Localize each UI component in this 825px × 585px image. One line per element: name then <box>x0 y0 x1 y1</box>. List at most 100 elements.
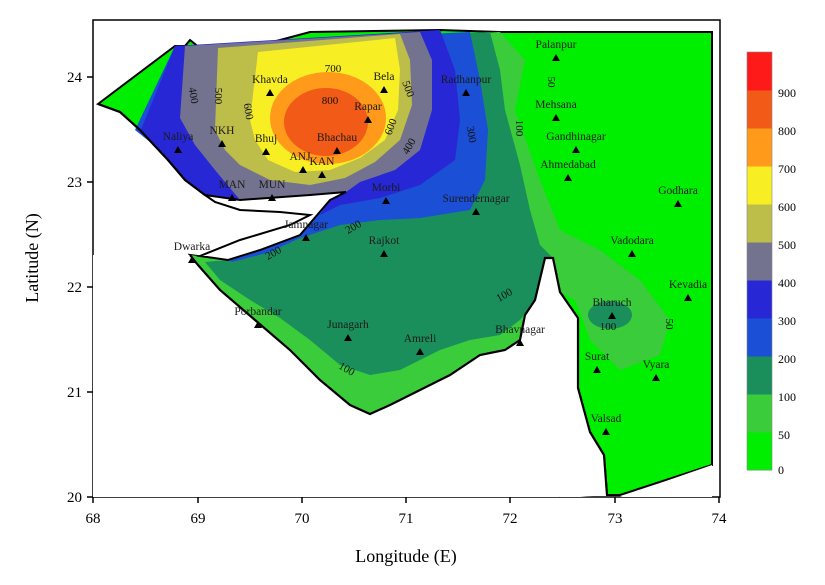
station-label: Bhavnagar <box>495 324 545 336</box>
contour-label: 300 <box>464 125 479 144</box>
station-marker <box>628 250 636 257</box>
station-marker <box>380 250 388 257</box>
station-label: Godhara <box>658 185 698 197</box>
contour-label: 100 <box>513 120 525 137</box>
x-tick-label: 73 <box>608 511 623 527</box>
station-label: Bela <box>373 71 394 83</box>
arabian-sea <box>93 255 560 497</box>
station-marker <box>564 174 572 181</box>
color-legend: 0 50 100 200 300 400 500 600 700 800 900 <box>746 51 796 477</box>
gujarat-zones <box>93 28 713 497</box>
contour-label: 100 <box>600 321 617 333</box>
contour-label: 600 <box>241 102 256 121</box>
x-tick-label: 69 <box>191 511 206 527</box>
x-tick-label: 74 <box>712 511 728 527</box>
station-label: Ahmedabad <box>540 159 596 171</box>
station-marker <box>684 294 692 301</box>
station-label: Valsad <box>591 413 622 425</box>
gulf-of-kachchh <box>196 191 347 262</box>
station-label: Bhuj <box>255 133 277 145</box>
station-marker <box>416 348 424 355</box>
legend-level-label: 900 <box>778 86 796 100</box>
legend-swatch <box>747 204 772 243</box>
y-tick-label: 24 <box>67 70 83 86</box>
outside-region <box>620 465 712 497</box>
coastline <box>189 254 609 496</box>
legend-level-label: 400 <box>778 276 796 290</box>
station-label: Bhachau <box>317 132 357 144</box>
legend-level-label: 300 <box>778 314 796 328</box>
station-marker <box>268 194 276 201</box>
station-marker <box>593 366 601 373</box>
station-label: Naliya <box>163 131 194 143</box>
station-marker <box>302 234 310 241</box>
legend-frame <box>746 51 773 471</box>
x-axis-title: Longitude (E) <box>355 546 456 567</box>
zone-800-900 <box>284 88 368 156</box>
station-marker <box>299 166 307 173</box>
station-label: Porbandar <box>234 306 281 318</box>
legend-swatch <box>747 356 772 395</box>
station-marker <box>318 171 326 178</box>
station-label: MAN <box>219 179 247 191</box>
contour-label: 700 <box>325 63 342 75</box>
station-label: Rajkot <box>369 235 400 247</box>
station-marker <box>174 146 182 153</box>
station-markers: Palanpur Bela Khavda Radhanpur Mehsana Rapar N… <box>163 39 707 435</box>
x-tick-label: 70 <box>295 511 310 527</box>
station-label: Rapar <box>354 101 382 113</box>
station-marker <box>188 256 196 263</box>
y-axis: 20 21 22 23 24 <box>67 70 93 506</box>
legend-level-label: 500 <box>778 238 796 252</box>
station-label: Mehsana <box>535 99 577 111</box>
x-tick-label: 72 <box>503 511 518 527</box>
legend-swatch <box>747 90 772 129</box>
station-label: Vyara <box>643 359 670 371</box>
contour-label: 500 <box>399 79 416 99</box>
contour-label: 400 <box>186 86 201 105</box>
station-label: Jamnagar <box>284 219 328 231</box>
station-label: Palanpur <box>536 39 577 51</box>
legend-level-label: 800 <box>778 124 796 138</box>
station-marker <box>516 339 524 346</box>
legend-level-label: 100 <box>778 390 796 404</box>
y-tick-label: 20 <box>67 490 82 506</box>
kutch-coastline <box>97 102 206 196</box>
y-axis-title: Latitude (N) <box>22 213 43 302</box>
station-label: Kevadia <box>669 279 707 291</box>
contour-label: 500 <box>212 88 224 105</box>
y-tick-label: 22 <box>67 280 82 296</box>
x-tick-label: 71 <box>399 511 414 527</box>
station-marker <box>602 428 610 435</box>
station-label: Dwarka <box>174 241 210 253</box>
legend-level-label: 700 <box>778 162 796 176</box>
legend-level-label: 0 <box>778 463 784 477</box>
station-label: Vadodara <box>610 235 653 247</box>
station-label: ANJ <box>289 151 311 163</box>
station-marker <box>344 334 352 341</box>
contour-label: 50 <box>663 319 675 331</box>
station-label: MUN <box>259 179 287 191</box>
station-marker <box>254 321 262 328</box>
legend-level-label: 50 <box>778 428 790 442</box>
station-marker <box>674 200 682 207</box>
station-marker <box>380 86 388 93</box>
station-marker <box>218 140 226 147</box>
x-tick-label: 68 <box>86 511 101 527</box>
gulf-of-khambhat <box>505 258 607 497</box>
legend-swatch <box>747 242 772 281</box>
legend-swatch <box>747 318 772 357</box>
y-tick-label: 21 <box>67 385 82 401</box>
station-label: Gandhinagar <box>546 131 606 143</box>
station-label: Surat <box>585 351 610 363</box>
station-marker <box>472 208 480 215</box>
station-label: NKH <box>210 125 235 137</box>
legend-swatch <box>747 166 772 205</box>
station-marker <box>462 89 470 96</box>
contour-label: 50 <box>545 77 557 89</box>
station-marker <box>572 146 580 153</box>
legend-swatch <box>747 128 772 167</box>
station-marker <box>228 194 236 201</box>
